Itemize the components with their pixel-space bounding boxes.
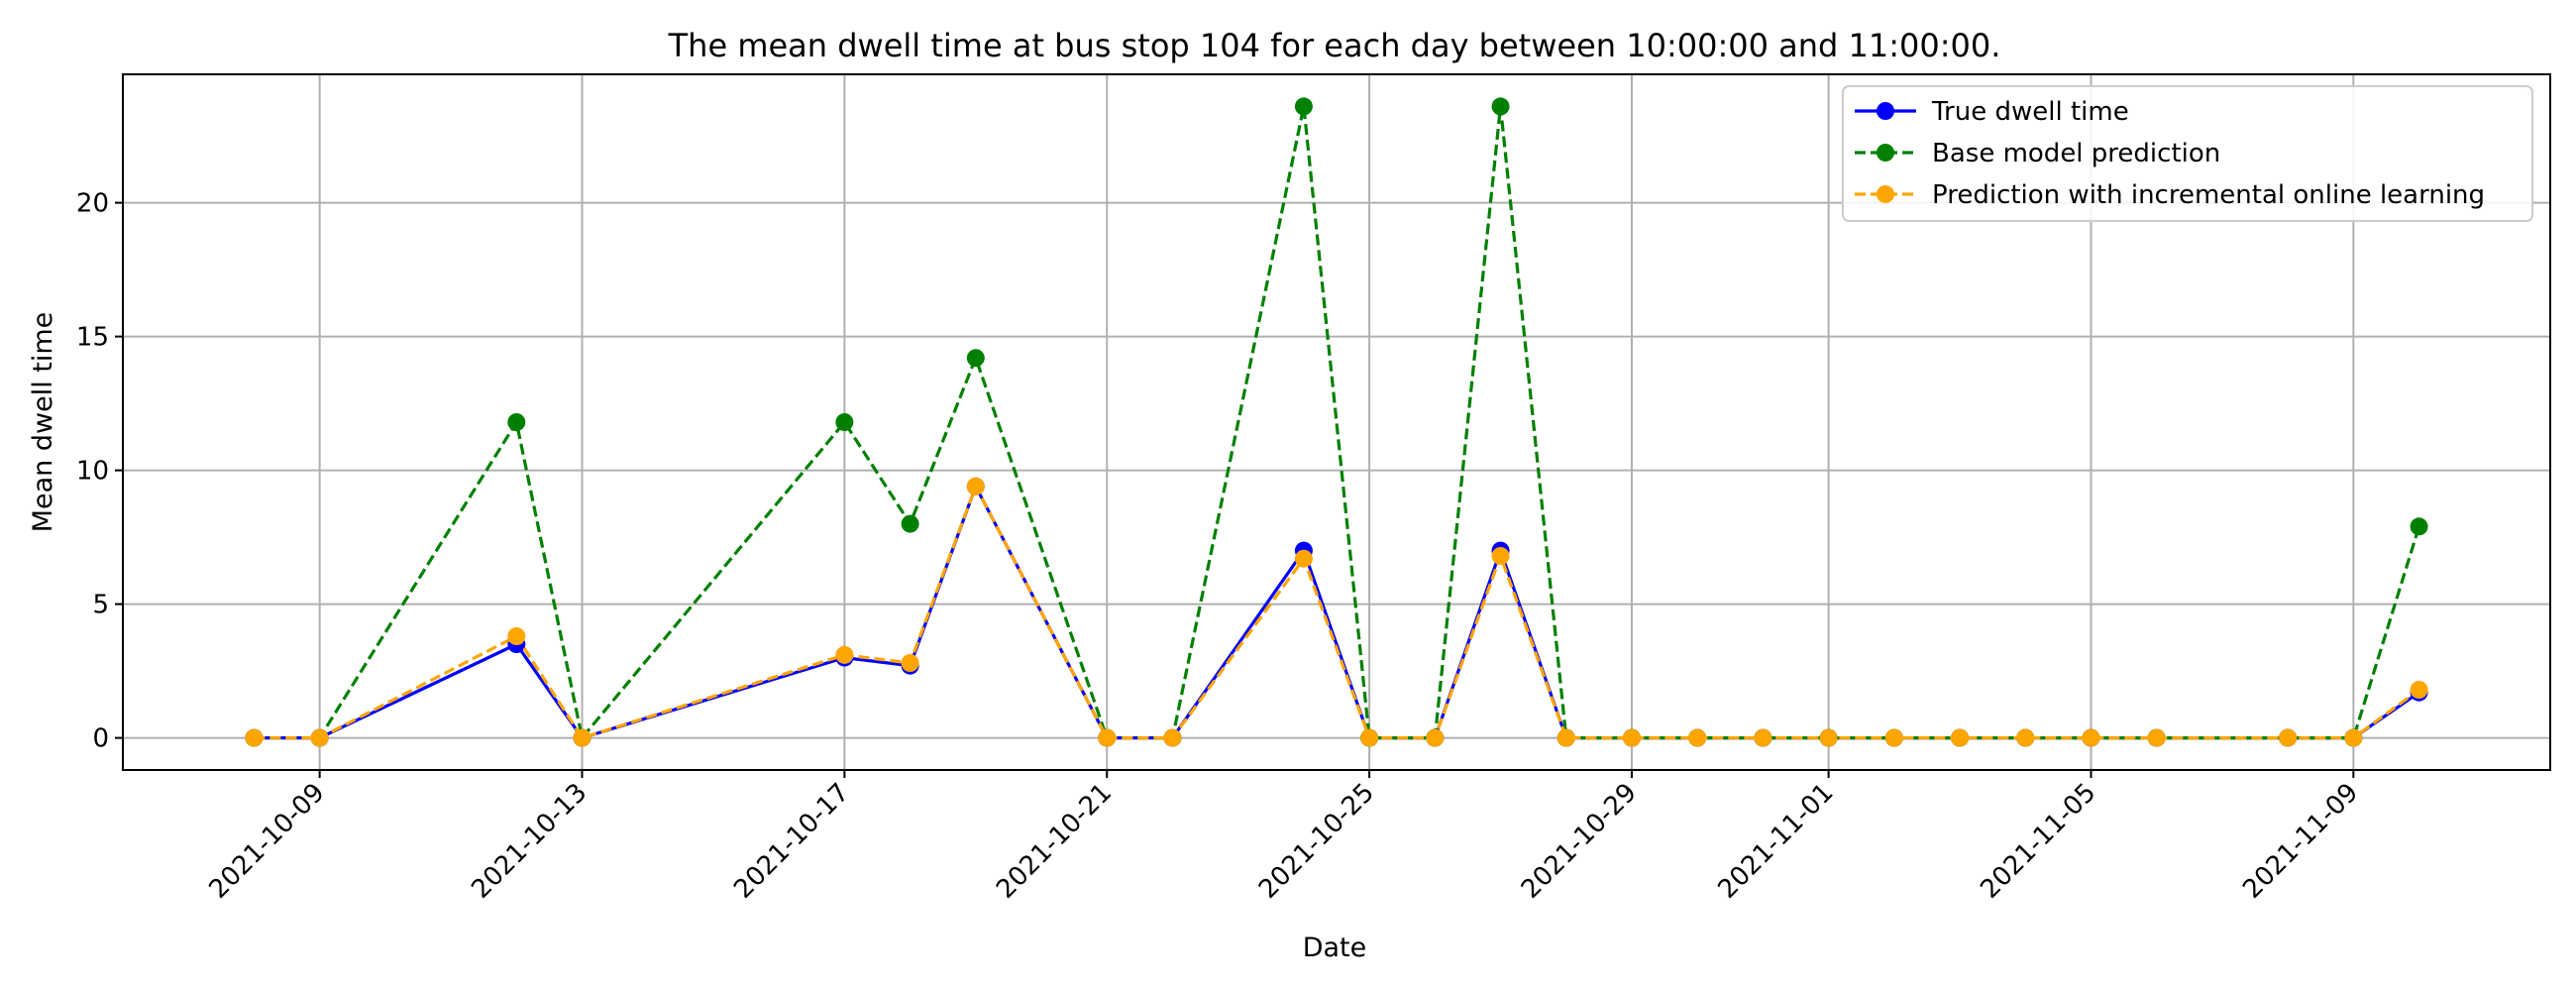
x-axis-label: Date	[1303, 933, 1367, 963]
data-point	[966, 477, 985, 496]
data-point	[901, 654, 919, 672]
data-point	[1360, 728, 1379, 747]
plot-frame	[122, 73, 2551, 771]
data-point	[2082, 728, 2100, 747]
data-point	[310, 728, 329, 747]
x-tick-label: 2021-10-25	[1253, 778, 1380, 905]
x-tick-label: 2021-10-13	[466, 778, 592, 905]
x-tick-label: 2021-10-17	[728, 778, 855, 905]
data-point	[2410, 681, 2428, 699]
data-point	[1951, 728, 1970, 747]
data-point	[1754, 728, 1772, 747]
data-point	[1098, 728, 1117, 747]
series-0	[245, 477, 2428, 747]
x-tick-label: 2021-11-09	[2237, 778, 2364, 905]
data-point	[2279, 728, 2298, 747]
data-point	[573, 728, 591, 747]
x-tick-label: 2021-10-29	[1516, 778, 1643, 905]
data-point	[1294, 97, 1313, 116]
data-point	[966, 349, 985, 368]
series-2	[245, 477, 2428, 747]
x-tick-label: 2021-11-01	[1713, 778, 1840, 905]
x-axis: 2021-10-09 2021-10-13 2021-10-17 2021-10-21…	[204, 770, 2364, 905]
y-tick-label: 5	[92, 591, 109, 620]
legend-label: Base model prediction	[1932, 139, 2220, 168]
legend-marker	[1877, 102, 1894, 120]
data-point	[1622, 728, 1641, 747]
data-point	[1688, 728, 1707, 747]
data-point	[901, 514, 919, 533]
x-tick-label: 2021-10-09	[204, 778, 331, 905]
y-tick-label: 10	[76, 457, 109, 487]
data-point	[507, 627, 526, 645]
data-point	[2410, 517, 2428, 536]
series-layer	[245, 97, 2428, 747]
chart-title: The mean dwell time at bus stop 104 for …	[668, 27, 2001, 64]
x-tick-label: 2021-11-05	[1975, 778, 2101, 905]
legend: True dwell time Base model prediction Pred…	[1842, 85, 2533, 222]
data-point	[2016, 728, 2035, 747]
data-point	[2147, 728, 2166, 747]
data-point	[1491, 97, 1510, 116]
data-point	[1163, 728, 1182, 747]
data-point	[1819, 728, 1838, 747]
y-axis-label: Mean dwell time	[28, 312, 58, 533]
series-line	[254, 485, 2420, 740]
data-point	[2344, 728, 2363, 747]
data-point	[1884, 728, 1903, 747]
y-axis: 0 5 10 15 20	[76, 189, 123, 754]
legend-label: Prediction with incremental online learn…	[1932, 180, 2485, 210]
y-tick-label: 20	[76, 189, 109, 219]
data-point	[1426, 728, 1445, 747]
legend-marker	[1877, 185, 1894, 203]
y-tick-label: 15	[76, 323, 109, 353]
data-point	[245, 728, 264, 747]
x-tick-label: 2021-10-21	[991, 778, 1118, 905]
data-point	[1556, 728, 1575, 747]
data-point	[1491, 547, 1510, 565]
data-point	[835, 413, 854, 431]
legend-box	[1842, 85, 2533, 222]
legend-label: True dwell time	[1931, 97, 2129, 127]
data-point	[1294, 549, 1313, 568]
data-point	[507, 413, 526, 431]
data-point	[835, 645, 854, 664]
y-tick-label: 0	[92, 724, 109, 754]
series-line	[254, 485, 2420, 740]
legend-marker	[1877, 144, 1894, 162]
